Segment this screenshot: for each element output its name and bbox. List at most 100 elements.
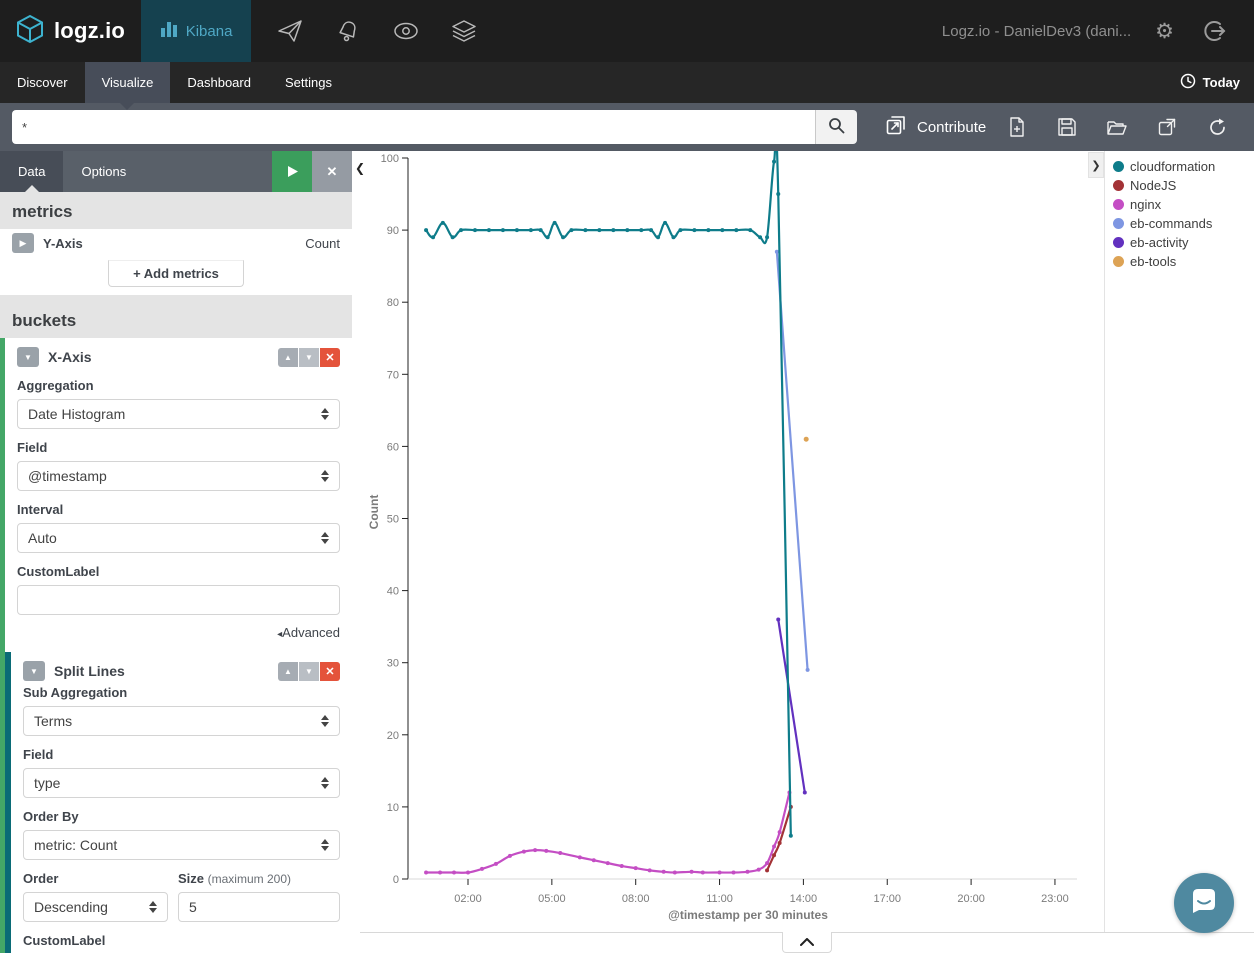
move-up-icon[interactable]: ▲ (278, 347, 298, 367)
move-down-icon[interactable]: ▼ (299, 661, 319, 681)
collapse-split-lines-icon[interactable]: ▼ (23, 661, 45, 681)
legend-item-eb-activity[interactable]: eb-activity (1113, 233, 1254, 252)
nav-item-settings[interactable]: Settings (284, 75, 332, 90)
field-value: @timestamp (28, 468, 107, 484)
eye-icon[interactable] (389, 14, 423, 48)
spy-panel-strip (360, 932, 1254, 953)
legend-dot (1113, 218, 1124, 229)
paper-plane-icon[interactable] (273, 14, 307, 48)
refresh-icon[interactable] (1206, 116, 1228, 138)
legend-label: cloudformation (1130, 159, 1216, 174)
account-label[interactable]: Logz.io - DanielDev3 (dani... (941, 22, 1132, 40)
bell-icon[interactable] (331, 14, 365, 48)
advanced-toggle[interactable]: ◂Advanced (277, 625, 340, 640)
size-input[interactable] (178, 892, 340, 922)
field-label: Field (17, 440, 48, 455)
split-field-select[interactable]: type (23, 768, 340, 798)
sign-out-icon[interactable] (1198, 14, 1232, 48)
apply-changes-button[interactable] (272, 151, 312, 192)
nav-item-discover[interactable]: Discover (17, 75, 68, 90)
contribute-label: Contribute (917, 118, 987, 136)
x-axis-title: X-Axis (48, 349, 92, 365)
select-arrows-icon (321, 777, 329, 789)
logzio-logo[interactable]: logz.io (0, 0, 141, 62)
legend-dot (1113, 256, 1124, 267)
legend-dot (1113, 161, 1124, 172)
spy-panel-toggle[interactable] (782, 932, 832, 953)
buckets-group: ▼ X-Axis ▲ ▼ ✕ Aggregation Date Histogra… (0, 338, 352, 953)
new-document-icon[interactable] (1006, 116, 1028, 138)
tab-options[interactable]: Options (81, 164, 127, 179)
split-lines-wrapper: ▼ Split Lines ▲ ▼ ✕ Sub Aggregation Term… (5, 652, 352, 953)
svg-text:23:00: 23:00 (1041, 893, 1069, 905)
remove-split-lines-icon[interactable]: ✕ (320, 661, 340, 681)
legend-item-nginx[interactable]: nginx (1113, 195, 1254, 214)
order-select[interactable]: Descending (23, 892, 168, 922)
move-up-icon[interactable]: ▲ (278, 661, 298, 681)
collapse-x-axis-icon[interactable]: ▼ (17, 347, 39, 367)
order-by-label: Order By (23, 809, 79, 824)
legend-item-eb-tools[interactable]: eb-tools (1113, 252, 1254, 271)
svg-text:10: 10 (387, 802, 399, 814)
legend-item-eb-commands[interactable]: eb-commands (1113, 214, 1254, 233)
select-arrows-icon (321, 715, 329, 727)
discard-changes-button[interactable]: ✕ (312, 151, 352, 192)
save-icon[interactable] (1056, 116, 1078, 138)
sidebar-tabs: Data Options ✕ (0, 151, 352, 192)
tab-data[interactable]: Data (0, 151, 64, 192)
chevron-up-icon (800, 933, 814, 951)
metric-row-y-axis[interactable]: ▶ Y-Axis Count (0, 229, 352, 257)
tab-kibana[interactable]: Kibana (141, 0, 252, 62)
aggregation-value: Date Histogram (28, 406, 126, 422)
custom-label-input[interactable] (17, 585, 340, 615)
aggregation-select[interactable]: Date Histogram (17, 399, 340, 429)
nav-item-visualize[interactable]: Visualize (84, 62, 171, 110)
contribute-button[interactable]: Contribute (885, 114, 986, 140)
tab-kibana-label: Kibana (185, 22, 233, 40)
search-button[interactable] (815, 110, 857, 144)
add-metrics-button[interactable]: + Add metrics (108, 260, 244, 287)
layers-icon[interactable] (447, 14, 481, 48)
nav-item-dashboard[interactable]: Dashboard (187, 75, 251, 90)
legend-item-NodeJS[interactable]: NodeJS (1113, 176, 1254, 195)
contribute-icon (885, 114, 907, 140)
split-lines-title: Split Lines (54, 663, 125, 679)
svg-text:08:00: 08:00 (622, 893, 650, 905)
sub-aggregation-select[interactable]: Terms (23, 706, 340, 736)
chart-legend: cloudformation NodeJS nginx eb-commands eb-a… (1104, 151, 1254, 932)
interval-label: Interval (17, 502, 64, 517)
svg-text:50: 50 (387, 514, 399, 526)
interval-select[interactable]: Auto (17, 523, 340, 553)
select-arrows-icon (321, 839, 329, 851)
legend-item-cloudformation[interactable]: cloudformation (1113, 157, 1254, 176)
legend-collapse-button[interactable]: ❯ (1088, 152, 1104, 178)
search-input[interactable] (12, 110, 815, 144)
sidebar-collapse-button[interactable]: ❮ (352, 151, 368, 953)
x-axis-panel: ▼ X-Axis ▲ ▼ ✕ Aggregation Date Histogra… (5, 338, 352, 652)
order-by-select[interactable]: metric: Count (23, 830, 340, 860)
time-picker[interactable]: Today (1180, 62, 1254, 103)
svg-text:14:00: 14:00 (790, 893, 818, 905)
svg-text:20:00: 20:00 (957, 893, 985, 905)
chat-icon (1189, 886, 1219, 921)
top-nav-icons (251, 0, 481, 62)
svg-text:20: 20 (387, 730, 399, 742)
svg-text:70: 70 (387, 369, 399, 381)
chevron-left-icon: ❮ (354, 161, 366, 175)
field-select[interactable]: @timestamp (17, 461, 340, 491)
advanced-collapsed-icon: ◂ (277, 629, 283, 640)
move-down-icon[interactable]: ▼ (299, 347, 319, 367)
split-field-value: type (34, 775, 61, 791)
open-folder-icon[interactable] (1106, 116, 1128, 138)
kibana-nav-bar: Discover Visualize Dashboard Settings To… (0, 62, 1254, 110)
gear-icon[interactable]: ⚙ (1155, 19, 1174, 43)
expand-metric-icon[interactable]: ▶ (12, 233, 34, 253)
svg-text:60: 60 (387, 441, 399, 453)
share-icon[interactable] (1156, 116, 1178, 138)
split-field-label: Field (23, 747, 54, 762)
svg-text:100: 100 (381, 153, 399, 165)
svg-text:80: 80 (387, 297, 399, 309)
remove-x-axis-icon[interactable]: ✕ (320, 347, 340, 367)
support-chat-button[interactable] (1174, 873, 1234, 933)
